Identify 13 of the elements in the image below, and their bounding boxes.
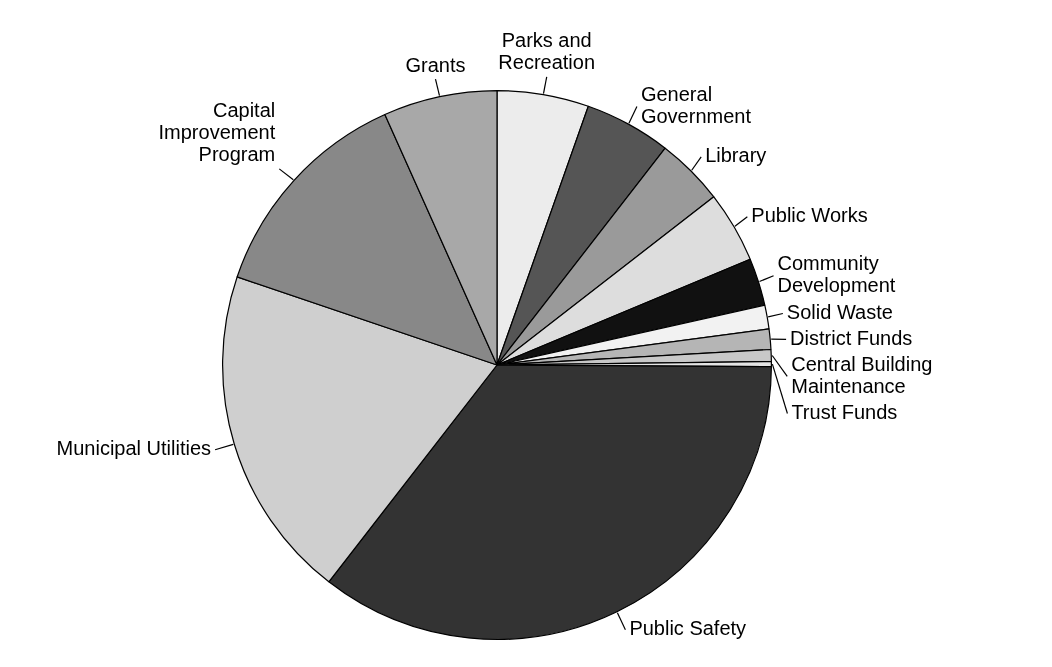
slice-label: Library bbox=[705, 144, 767, 167]
slice-label: Trust Funds bbox=[791, 400, 898, 423]
slice-label: District Funds bbox=[790, 326, 913, 349]
slice-label: Parks and Recreation bbox=[498, 29, 596, 74]
slice-label: Central Building Maintenance bbox=[791, 352, 933, 397]
slice-label: Municipal Utilities bbox=[56, 437, 212, 460]
slice-label: Public Works bbox=[751, 204, 868, 227]
slice-label: Solid Waste bbox=[786, 300, 893, 323]
slice-label: Public Safety bbox=[629, 617, 747, 640]
slice-label: General Government bbox=[640, 83, 752, 128]
slice-label: Community Development bbox=[777, 252, 896, 297]
slice-label: Capital Improvement Program bbox=[158, 99, 276, 166]
slice-label: Grants bbox=[405, 53, 466, 76]
